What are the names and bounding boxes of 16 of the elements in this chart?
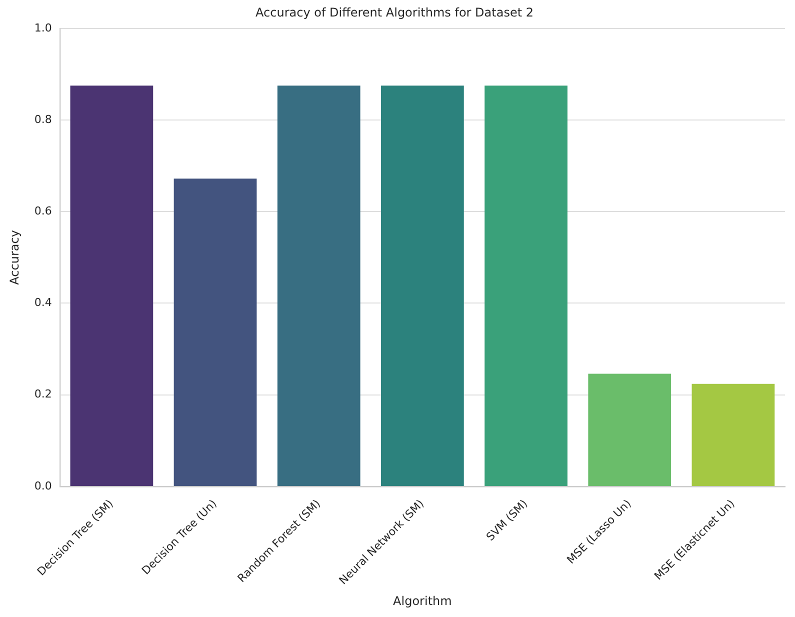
x-axis-title: Algorithm	[393, 594, 452, 608]
y-tick-label: 0.6	[34, 204, 52, 218]
bar	[70, 86, 154, 486]
y-tick-label: 0.0	[34, 479, 52, 492]
y-axis-title: Accuracy	[7, 230, 22, 285]
y-tick-label: 0.4	[34, 296, 52, 310]
y-tick-label: 1.0	[34, 21, 52, 34]
bar	[484, 86, 568, 486]
y-tick-label: 0.8	[34, 112, 52, 126]
bar	[174, 178, 257, 486]
y-tick-label: 0.2	[34, 388, 52, 401]
bar	[692, 384, 775, 486]
bar	[588, 374, 672, 486]
chart-title: Accuracy of Different Algorithms for Dataset 2	[256, 5, 534, 20]
bar	[381, 86, 464, 486]
bar	[277, 86, 360, 486]
